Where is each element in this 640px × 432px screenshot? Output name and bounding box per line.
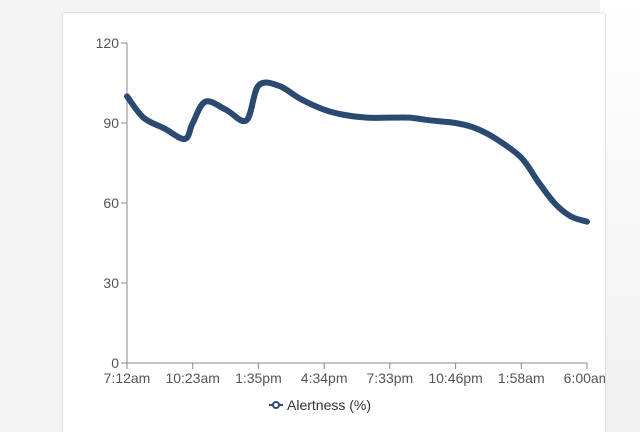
series-line-alertness <box>124 79 590 225</box>
y-tick-label: 30 <box>103 275 119 291</box>
x-tick-label: 4:34pm <box>301 370 348 386</box>
legend-label-alertness[interactable]: Alertness (%) <box>287 397 371 413</box>
y-tick-label: 60 <box>103 195 119 211</box>
chart-axes <box>126 43 587 364</box>
y-tick-label: 0 <box>111 355 119 371</box>
x-tick-label: 7:33pm <box>367 370 414 386</box>
series-layer <box>124 79 590 225</box>
x-tick-label: 1:58am <box>498 370 545 386</box>
chart-card: 7:12am 10:23am 1:35pm 4:34pm 7:33pm 10:46pm 1:… <box>62 12 606 432</box>
x-axis-ticks: 7:12am 10:23am 1:35pm 4:34pm 7:33pm 10:46pm 1:… <box>104 363 605 386</box>
x-tick-label: 1:35pm <box>235 370 282 386</box>
x-tick-label: 6:00am <box>564 370 605 386</box>
legend-marker-icon <box>272 401 280 409</box>
x-tick-label: 10:46pm <box>428 370 482 386</box>
y-tick-label: 90 <box>103 115 119 131</box>
alertness-line-chart: 7:12am 10:23am 1:35pm 4:34pm 7:33pm 10:46pm 1:… <box>96 35 605 413</box>
x-tick-label: 10:23am <box>165 370 219 386</box>
y-axis-ticks: 0 30 60 90 120 <box>96 35 127 371</box>
x-tick-label: 7:12am <box>104 370 151 386</box>
background-edge <box>600 0 640 432</box>
chart-legend[interactable]: Alertness (%) <box>269 397 371 413</box>
y-tick-label: 120 <box>96 35 120 51</box>
